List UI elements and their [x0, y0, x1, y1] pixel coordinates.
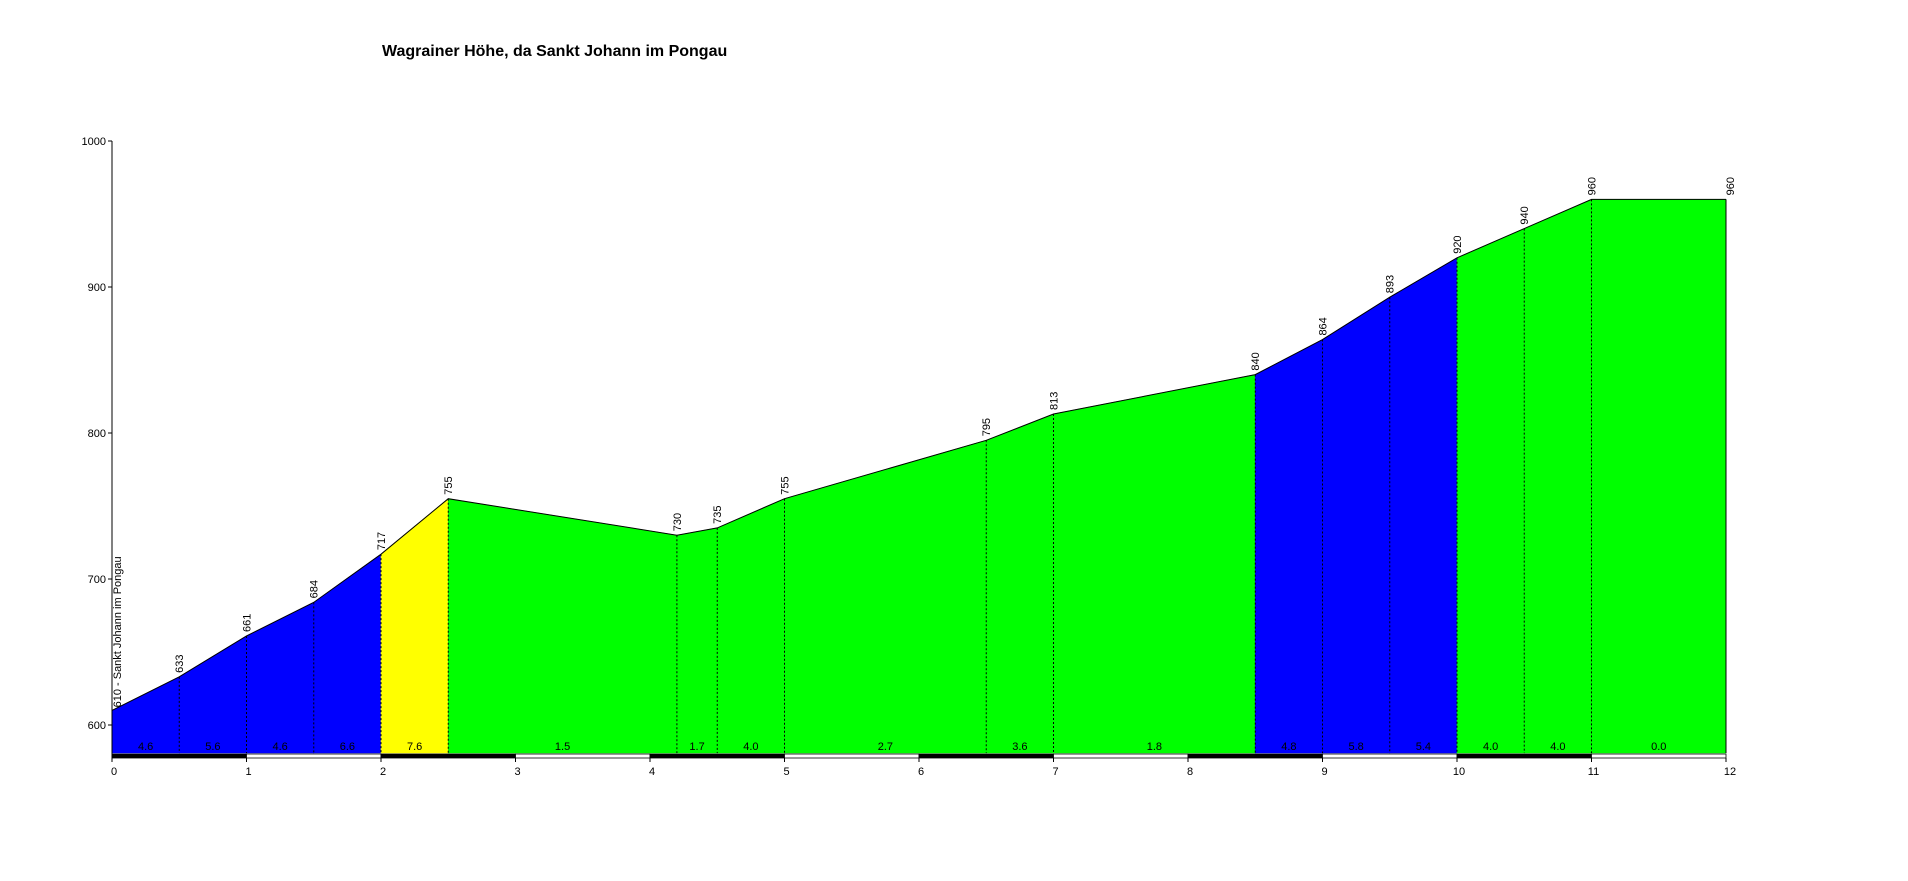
- elevation-label: 661: [242, 614, 254, 632]
- grade-label: 4.6: [138, 741, 153, 753]
- segment-fill-3: [313, 553, 382, 754]
- segment-fill-9: [985, 413, 1054, 754]
- segment-fill-6: [676, 527, 718, 754]
- grade-label: 4.8: [1281, 741, 1296, 753]
- km-bar-block-6: [918, 753, 1054, 759]
- elevation-label: 633: [174, 654, 186, 672]
- grade-label: 1.5: [555, 741, 570, 753]
- x-tick-label: 12: [1724, 766, 1736, 778]
- elevation-label: 684: [309, 580, 321, 598]
- x-tick-label: 7: [1052, 766, 1058, 778]
- x-tick-label: 2: [380, 766, 386, 778]
- x-tick-label: 11: [1588, 766, 1599, 778]
- grade-label: 5.6: [205, 741, 220, 753]
- segment-fill-16: [1591, 199, 1727, 754]
- x-tick-label: 1: [245, 766, 251, 778]
- x-tick-label: 10: [1453, 766, 1465, 778]
- x-tick-label: 6: [918, 766, 924, 778]
- segment-fill-5: [447, 498, 678, 754]
- grade-labels: 4.6 5.6 4.6 6.6 7.6 1.5 1.7 4.0 2.7 3.6 1.8 4.8 5.8 5…: [138, 741, 1666, 753]
- elevation-label: 940: [1519, 206, 1531, 224]
- km-bar-block-1: [246, 753, 382, 759]
- segment-fill-2: [246, 601, 315, 754]
- segment-dividers: [178, 199, 1592, 753]
- grade-label: 0.0: [1651, 741, 1666, 753]
- segment-fill-7: [716, 498, 785, 754]
- km-bar-block-8: [1187, 753, 1323, 759]
- elevation-label: 755: [443, 476, 455, 494]
- start-label: 610 - Sankt Johann im Pongau: [112, 556, 124, 707]
- grade-label: 1.7: [689, 741, 704, 753]
- elevation-labels: 633 661 684 717 755 730 735 755 795 813 840 864 893 9…: [174, 177, 1737, 673]
- elevation-label: 813: [1049, 392, 1061, 410]
- grade-label: 4.0: [1550, 741, 1565, 753]
- chart-title: Wagrainer Höhe, da Sankt Johann im Ponga…: [382, 43, 728, 60]
- km-bar-block-4: [649, 753, 785, 759]
- x-tick-label: 3: [514, 766, 520, 778]
- grade-label: 5.8: [1348, 741, 1363, 753]
- x-tick-label: 5: [783, 766, 789, 778]
- segment-fill-15: [1523, 198, 1592, 754]
- segment-fill-12: [1322, 296, 1391, 754]
- segment-fill-10: [1053, 374, 1256, 754]
- km-bar-block-7: [1053, 753, 1189, 759]
- grade-label: 4.6: [272, 741, 287, 753]
- elevation-label: 960: [1587, 177, 1599, 195]
- segment-fill-13: [1389, 257, 1458, 754]
- km-scale-bar: [111, 753, 1727, 759]
- y-tick-label: 700: [88, 574, 106, 586]
- x-tick-label: 4: [649, 766, 655, 778]
- km-bar-block-3: [515, 753, 651, 759]
- km-bar-block-5: [784, 753, 920, 759]
- y-tick-label: 600: [88, 720, 106, 732]
- segment-fill-11: [1254, 339, 1323, 754]
- segment-fill-8: [784, 439, 987, 754]
- start-label-text: 610 - Sankt Johann im Pongau: [112, 556, 124, 707]
- grade-label: 2.7: [878, 741, 893, 753]
- elevation-label: 735: [712, 506, 724, 524]
- segment-fill-4: [380, 498, 449, 754]
- grade-label: 5.4: [1416, 741, 1431, 753]
- km-bar-block-0: [111, 753, 247, 759]
- km-bar-block-9: [1322, 753, 1458, 759]
- km-bar-block-2: [380, 753, 516, 759]
- elevation-label: 893: [1385, 275, 1397, 293]
- profile-line: [111, 198, 1726, 711]
- grade-label: 1.8: [1147, 741, 1162, 753]
- km-bar-block-10: [1456, 753, 1592, 759]
- grade-label: 4.0: [743, 741, 758, 753]
- y-tick-label: 900: [88, 282, 106, 294]
- elevation-label: 960: [1725, 177, 1737, 195]
- x-tick-label: 8: [1187, 766, 1193, 778]
- grade-label: 4.0: [1483, 741, 1498, 753]
- km-bar-block-11: [1591, 753, 1727, 759]
- grade-label: 7.6: [407, 741, 422, 753]
- elevation-label: 755: [780, 476, 792, 494]
- elevation-label: 795: [981, 418, 993, 436]
- grade-label: 6.6: [340, 741, 355, 753]
- y-tick-label: 800: [88, 428, 106, 440]
- elevation-label: 864: [1318, 317, 1330, 335]
- elevation-label: 730: [672, 513, 684, 531]
- segment-fill-1: [178, 635, 247, 754]
- elevation-label: 717: [376, 532, 388, 550]
- x-tick-label: 0: [111, 766, 117, 778]
- y-tick-label: 1000: [82, 136, 106, 148]
- profile-outline: [111, 198, 1727, 753]
- elevation-label: 920: [1452, 235, 1464, 253]
- grade-label: 3.6: [1012, 741, 1027, 753]
- segment-fill-14: [1456, 228, 1525, 754]
- elevation-label: 840: [1250, 352, 1262, 370]
- segment-fills: [111, 198, 1727, 754]
- x-tick-label: 9: [1321, 766, 1327, 778]
